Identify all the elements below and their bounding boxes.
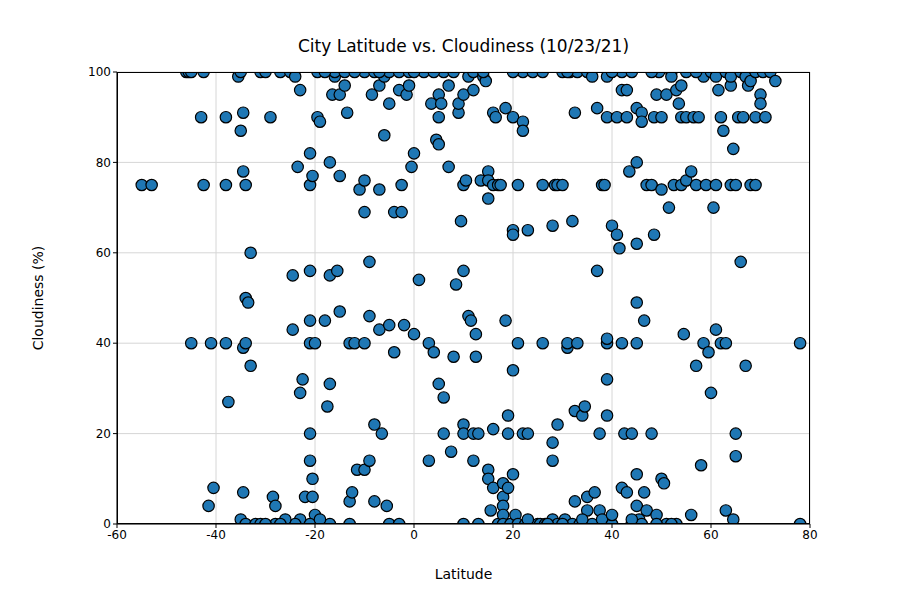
html-text:City Latitude vs. Cloudiness (: City Latitude vs. Cloudiness (10/23/21) — [298, 36, 629, 56]
svg-text:0: 0 — [410, 528, 418, 542]
svg-text:-60: -60 — [107, 527, 127, 542]
svg-text:20: 20 — [505, 528, 520, 542]
svg-text:60: 60 — [703, 528, 718, 542]
svg-text:40: 40 — [604, 528, 619, 542]
svg-text:80: 80 — [96, 156, 111, 170]
svg-text:-20: -20 — [305, 528, 325, 542]
svg-text:100: 100 — [88, 65, 111, 79]
svg-text:40: 40 — [96, 336, 111, 350]
html-text:Latitude: Latitude — [434, 566, 493, 582]
svg-text:0: 0 — [103, 517, 111, 531]
svg-text:-40: -40 — [206, 528, 226, 542]
svg-text:60: 60 — [96, 246, 111, 260]
html-text:Cloudiness (%): Cloudiness (%) — [30, 245, 46, 351]
svg-text:20: 20 — [96, 427, 111, 441]
svg-text:80: 80 — [802, 528, 817, 542]
